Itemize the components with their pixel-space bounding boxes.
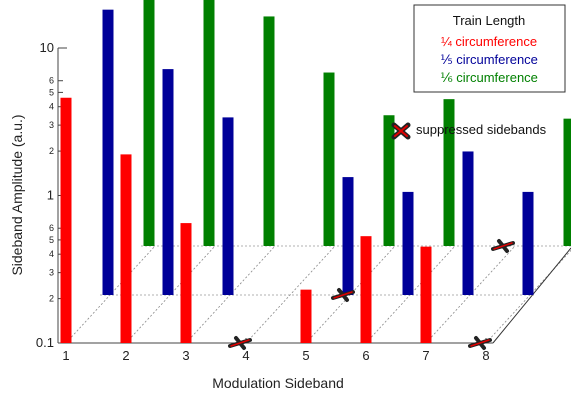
bar — [102, 9, 114, 296]
bar — [563, 118, 571, 246]
suppressed-key: suppressed sidebands — [391, 122, 547, 140]
bar — [143, 0, 155, 246]
bar — [162, 69, 174, 295]
y-tick-label: 5 — [49, 87, 54, 97]
y-tick-label: 3 — [49, 120, 54, 130]
y-tick-label: 0.1 — [36, 335, 54, 350]
bar — [462, 151, 474, 295]
y-tick-label: 2 — [49, 294, 54, 304]
bar — [203, 0, 215, 247]
bar — [342, 177, 354, 295]
bar — [420, 246, 432, 343]
y-tick-label: 10 — [40, 40, 54, 55]
legend-box — [413, 4, 566, 93]
bar — [443, 99, 455, 247]
y-axis-label: Sideband Amplitude (a.u.) — [9, 114, 25, 275]
gridlines — [65, 245, 571, 344]
legend-entry-quarter: ¼ circumference — [441, 34, 537, 49]
y-tick-label: 2 — [49, 146, 54, 156]
legend-title: Train Length — [453, 13, 526, 28]
legend-entry-fifth: ⅕ circumference — [440, 52, 538, 67]
bar — [263, 16, 275, 247]
y-tick-label: 4 — [49, 249, 54, 259]
x-tick-label: 7 — [422, 348, 429, 363]
bar — [60, 97, 72, 343]
suppressed-key-label: suppressed sidebands — [416, 122, 547, 137]
bar — [522, 191, 534, 295]
depth-edge-line — [492, 247, 571, 344]
suppressed-markers — [228, 239, 515, 350]
y-tick-label: 4 — [49, 102, 54, 112]
suppressed-marker — [468, 336, 492, 350]
bar — [300, 289, 312, 343]
legend: Train Length ¼ circumference ⅕ circumfer… — [413, 4, 566, 93]
suppressed-key-icon — [391, 122, 411, 140]
bar — [222, 117, 234, 295]
y-tick-label: 6 — [49, 223, 54, 233]
x-tick-label: 2 — [122, 348, 129, 363]
bar — [383, 115, 395, 246]
x-tick-label: 4 — [242, 348, 249, 363]
suppressed-marker — [491, 239, 515, 253]
bar — [180, 223, 192, 343]
bar — [402, 191, 414, 295]
bars — [60, 0, 571, 343]
x-tick-label: 6 — [362, 348, 369, 363]
x-axis-label: Modulation Sideband — [212, 375, 344, 391]
y-tick-label: 5 — [49, 235, 54, 245]
bar — [323, 72, 335, 246]
y-tick-label: 1 — [47, 188, 54, 203]
x-tick-label: 1 — [62, 348, 69, 363]
bar — [120, 154, 132, 343]
y-tick-label: 6 — [49, 76, 54, 86]
x-tick-label: 3 — [182, 348, 189, 363]
suppressed-marker — [331, 288, 355, 302]
suppressed-marker — [228, 336, 252, 350]
axis-labels: Modulation Sideband Sideband Amplitude (… — [9, 114, 344, 391]
depth-gridline — [245, 245, 336, 344]
legend-entry-sixth: ⅙ circumference — [440, 70, 538, 85]
y-tick-label: 3 — [49, 268, 54, 278]
x-tick-label: 8 — [482, 348, 489, 363]
x-tick-label: 5 — [302, 348, 309, 363]
bar — [360, 236, 372, 343]
